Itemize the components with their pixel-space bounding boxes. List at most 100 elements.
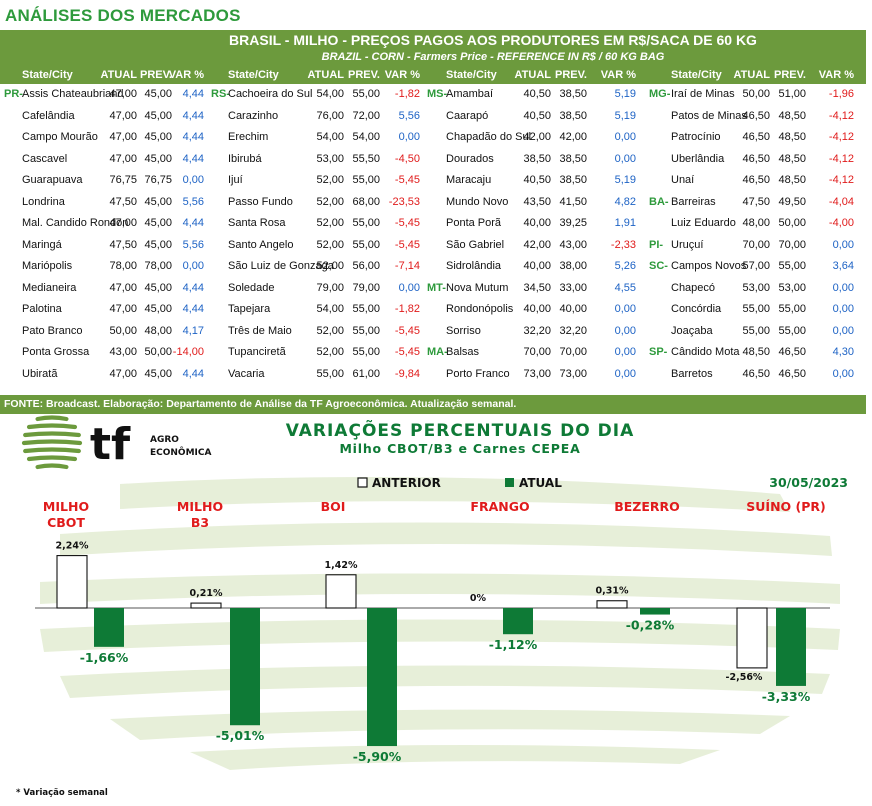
price-atual: 52,00 [316, 195, 344, 208]
city-name: Tupanciretã [228, 346, 286, 358]
price-var: 5,56 [398, 109, 420, 122]
price-atual: 52,00 [316, 324, 344, 337]
legend-label-anterior: ANTERIOR [372, 476, 441, 490]
price-prev: 38,00 [559, 260, 587, 272]
table-title: BRASIL - MILHO - PREÇOS PAGOS AOS PRODUT… [229, 32, 757, 48]
price-atual: 40,50 [523, 174, 551, 186]
price-var: 0,00 [398, 131, 420, 143]
price-var: 4,17 [182, 324, 204, 337]
city-name: Patrocínio [671, 131, 721, 143]
price-prev: 55,00 [352, 88, 380, 100]
price-atual: 54,00 [316, 131, 344, 143]
price-prev: 48,50 [778, 131, 806, 143]
table-body: PR- Assis Chateaubriand 47,00 45,00 4,44 RS- C… [0, 84, 866, 384]
city-name: Erechim [228, 131, 269, 143]
price-atual: 47,00 [109, 109, 137, 122]
price-atual: 42,00 [523, 131, 551, 143]
header-atual: ATUAL [100, 69, 137, 81]
price-var: 4,55 [614, 281, 636, 294]
price-atual: 40,00 [523, 303, 551, 315]
price-var: -5,45 [394, 238, 420, 251]
table-row: PR- Assis Chateaubriand 47,00 45,00 4,44 RS- C… [0, 84, 866, 105]
price-prev: 38,50 [559, 174, 587, 186]
price-var: 4,82 [614, 195, 636, 208]
city-name: Luiz Eduardo [671, 217, 736, 229]
price-atual: 47,00 [109, 152, 137, 165]
tf-logo: tf AGRO ECONÔMICA [21, 415, 211, 470]
price-var: -5,45 [394, 174, 420, 186]
background-wave [120, 476, 790, 512]
table-row: Palotina 47,00 45,00 4,44 Tapejara 54,00 55,00… [0, 299, 866, 320]
page-title: ANÁLISES DOS MERCADOS [5, 6, 241, 25]
city-name: Santo Angelo [228, 238, 294, 251]
price-var: 0,00 [832, 324, 854, 337]
price-prev: 54,00 [352, 131, 380, 143]
price-atual: 47,00 [109, 367, 137, 380]
region-label: SC- [649, 260, 668, 272]
table-subtitle: BRAZIL - CORN - Farmers Price - REFERENC… [321, 51, 665, 63]
price-prev: 45,00 [144, 152, 172, 165]
category-label: B3 [191, 515, 209, 530]
background-wave [110, 709, 790, 740]
city-name: Carazinho [228, 109, 279, 122]
price-var: 5,26 [614, 260, 636, 272]
header-atual: ATUAL [733, 69, 770, 81]
region-label: BA- [649, 195, 669, 208]
table-row: Londrina 47,50 45,00 5,56 Passo Fundo 52,00 68… [0, 192, 866, 213]
background-wave [60, 665, 830, 698]
city-name: Barreiras [671, 195, 716, 208]
city-name: Caarapó [446, 109, 489, 122]
price-prev: 55,00 [352, 303, 380, 315]
price-atual: 54,00 [316, 88, 344, 100]
legend-swatch-anterior [357, 477, 368, 488]
price-var: -5,45 [394, 217, 420, 229]
price-prev: 61,00 [352, 367, 380, 380]
city-name: Mundo Novo [446, 195, 509, 208]
price-var: -4,12 [828, 131, 854, 143]
price-atual: 52,00 [316, 238, 344, 251]
price-var: -4,50 [394, 152, 420, 165]
table-row: Maringá 47,50 45,00 5,56 Santo Angelo 52,00 55… [0, 235, 866, 256]
city-name: Dourados [446, 152, 494, 165]
city-name: Sorriso [446, 324, 481, 337]
data-label-anterior: 2,24% [56, 541, 89, 552]
price-var: -5,45 [394, 346, 420, 358]
price-prev: 55,50 [352, 152, 380, 165]
city-name: Concórdia [671, 303, 722, 315]
price-var: 0,00 [832, 238, 854, 251]
logo-stripe [21, 439, 83, 446]
price-prev: 49,50 [778, 195, 806, 208]
price-var: -4,12 [828, 174, 854, 186]
city-name: Cândido Mota [671, 346, 740, 358]
price-prev: 55,00 [778, 303, 806, 315]
price-var: 5,19 [614, 109, 636, 122]
price-var: 0,00 [832, 303, 854, 315]
price-prev: 39,25 [559, 217, 587, 229]
price-prev: 38,50 [559, 88, 587, 100]
city-name: Chapadão do Sul [446, 131, 532, 143]
category-label: CBOT [47, 515, 85, 530]
category-label: FRANGO [470, 499, 529, 514]
header-var: VAR % [818, 69, 854, 81]
price-prev: 42,00 [559, 131, 587, 143]
price-var: 4,44 [182, 281, 204, 294]
city-name: Mariópolis [22, 260, 73, 272]
price-prev: 48,00 [144, 324, 172, 337]
city-name: Ibirubá [228, 152, 262, 165]
city-name: São Luiz de Gonzaga [228, 260, 334, 272]
city-name: Assis Chateaubriand [22, 88, 124, 100]
price-var: 0,00 [182, 260, 204, 272]
table-row: Pato Branco 50,00 48,00 4,17 Três de Maio 52,… [0, 321, 866, 342]
price-prev: 45,00 [144, 367, 172, 380]
logo-striped-circle [21, 415, 83, 470]
price-var: 4,44 [182, 131, 204, 143]
chart-footnote: * Variação semanal [16, 788, 108, 798]
price-prev: 79,00 [352, 281, 380, 294]
price-var: 0,00 [614, 346, 636, 358]
price-var: 0,00 [832, 281, 854, 294]
price-atual: 48,00 [742, 217, 770, 229]
price-var: 4,44 [182, 152, 204, 165]
price-var: -5,45 [394, 324, 420, 337]
logo-line1: AGRO [150, 435, 179, 445]
city-name: Tapejara [228, 303, 271, 315]
